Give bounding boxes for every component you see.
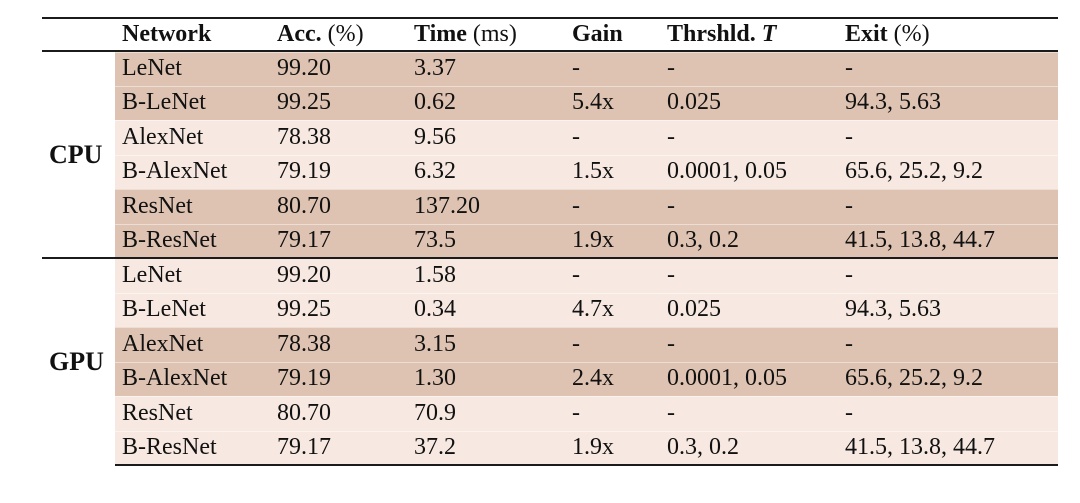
cell-exit: -: [838, 327, 1058, 362]
cell-exit: 94.3, 5.63: [838, 292, 1058, 327]
table-row: CPU LeNet 99.20 3.37 - - -: [42, 51, 1058, 258]
cell-network: AlexNet: [115, 327, 270, 362]
cell-threshold: 0.025: [660, 85, 838, 120]
cell-accuracy: 99.20: [270, 51, 407, 86]
cell-time: 73.5: [407, 223, 565, 258]
row-group-label-gpu: GPU: [42, 257, 115, 465]
cell-exit: -: [838, 189, 1058, 224]
cell-accuracy: 99.25: [270, 292, 407, 327]
row-group-label-cpu: CPU: [42, 51, 115, 258]
col-header-network: Network: [115, 17, 270, 52]
cell-threshold: -: [660, 189, 838, 224]
cell-network: ResNet: [115, 189, 270, 224]
cell-threshold: -: [660, 396, 838, 431]
cell-network: B-ResNet: [115, 430, 270, 466]
cell-time: 137.20: [407, 189, 565, 224]
cell-exit: -: [838, 257, 1058, 293]
cell-time: 1.30: [407, 361, 565, 396]
cell-accuracy: 80.70: [270, 396, 407, 431]
table-row: GPU LeNet 99.20 1.58 - - -: [42, 257, 1058, 465]
cell-threshold: 0.0001, 0.05: [660, 361, 838, 396]
cell-network: LeNet: [115, 257, 270, 293]
cell-accuracy: 99.25: [270, 85, 407, 120]
cell-gain: 5.4x: [565, 85, 660, 120]
cell-accuracy: 79.17: [270, 430, 407, 466]
cell-gain: 1.9x: [565, 430, 660, 466]
cell-exit: 41.5, 13.8, 44.7: [838, 223, 1058, 258]
cell-threshold: 0.0001, 0.05: [660, 154, 838, 189]
cell-threshold: 0.3, 0.2: [660, 430, 838, 466]
cell-threshold: -: [660, 51, 838, 86]
table-row: AlexNet 78.38 9.56 - - -: [42, 120, 1058, 155]
cell-time: 3.15: [407, 327, 565, 362]
header-row: Network Acc. (%) Time (ms) Gain Thrshld. T …: [42, 17, 1058, 52]
table-row: B-ResNet 79.17 37.2 1.9x 0.3, 0.2 41.5, …: [42, 430, 1058, 466]
cell-exit: -: [838, 396, 1058, 431]
table-row: ResNet 80.70 70.9 - - -: [42, 396, 1058, 431]
cell-accuracy: 78.38: [270, 120, 407, 155]
cell-exit: 65.6, 25.2, 9.2: [838, 361, 1058, 396]
cell-exit: 94.3, 5.63: [838, 85, 1058, 120]
cell-gain: 2.4x: [565, 361, 660, 396]
cell-time: 3.37: [407, 51, 565, 86]
cell-accuracy: 79.19: [270, 361, 407, 396]
cell-network: B-LeNet: [115, 85, 270, 120]
cell-network: B-ResNet: [115, 223, 270, 258]
cell-gain: -: [565, 396, 660, 431]
cell-time: 0.62: [407, 85, 565, 120]
table-row: B-LeNet 99.25 0.62 5.4x 0.025 94.3, 5.63: [42, 85, 1058, 120]
cell-network: B-AlexNet: [115, 361, 270, 396]
cell-threshold: -: [660, 327, 838, 362]
cell-network: AlexNet: [115, 120, 270, 155]
cell-time: 9.56: [407, 120, 565, 155]
cell-exit: 41.5, 13.8, 44.7: [838, 430, 1058, 466]
cell-network: ResNet: [115, 396, 270, 431]
cell-network: B-AlexNet: [115, 154, 270, 189]
table-row: AlexNet 78.38 3.15 - - -: [42, 327, 1058, 362]
cell-accuracy: 80.70: [270, 189, 407, 224]
table-row: B-ResNet 79.17 73.5 1.9x 0.3, 0.2 41.5, …: [42, 223, 1058, 258]
table-row: B-AlexNet 79.19 1.30 2.4x 0.0001, 0.05 6…: [42, 361, 1058, 396]
cell-gain: 1.5x: [565, 154, 660, 189]
cell-threshold: 0.025: [660, 292, 838, 327]
cell-exit: 65.6, 25.2, 9.2: [838, 154, 1058, 189]
col-header-threshold: Thrshld. T: [660, 17, 838, 52]
cell-accuracy: 79.17: [270, 223, 407, 258]
cell-gain: -: [565, 120, 660, 155]
cell-gain: 4.7x: [565, 292, 660, 327]
table-row: B-AlexNet 79.19 6.32 1.5x 0.0001, 0.05 6…: [42, 154, 1058, 189]
header-spacer: [42, 17, 115, 52]
cell-time: 70.9: [407, 396, 565, 431]
col-header-gain: Gain: [565, 17, 660, 52]
cell-network: B-LeNet: [115, 292, 270, 327]
cell-time: 37.2: [407, 430, 565, 466]
table-row: B-LeNet 99.25 0.34 4.7x 0.025 94.3, 5.63: [42, 292, 1058, 327]
col-header-time: Time (ms): [407, 17, 565, 52]
cell-network: LeNet: [115, 51, 270, 86]
cell-exit: -: [838, 51, 1058, 86]
cell-gain: -: [565, 327, 660, 362]
cell-time: 0.34: [407, 292, 565, 327]
cell-gain: -: [565, 51, 660, 86]
col-header-accuracy: Acc. (%): [270, 17, 407, 52]
cell-gain: 1.9x: [565, 223, 660, 258]
cell-threshold: -: [660, 257, 838, 293]
cell-time: 6.32: [407, 154, 565, 189]
cell-gain: -: [565, 189, 660, 224]
cell-gain: -: [565, 257, 660, 293]
col-header-exit: Exit (%): [838, 17, 1058, 52]
cell-accuracy: 79.19: [270, 154, 407, 189]
benchmark-table: Network Acc. (%) Time (ms) Gain Thrshld. T …: [42, 17, 1058, 466]
cell-time: 1.58: [407, 257, 565, 293]
cell-threshold: -: [660, 120, 838, 155]
table-row: ResNet 80.70 137.20 - - -: [42, 189, 1058, 224]
cell-accuracy: 78.38: [270, 327, 407, 362]
cell-threshold: 0.3, 0.2: [660, 223, 838, 258]
cell-accuracy: 99.20: [270, 257, 407, 293]
cell-exit: -: [838, 120, 1058, 155]
